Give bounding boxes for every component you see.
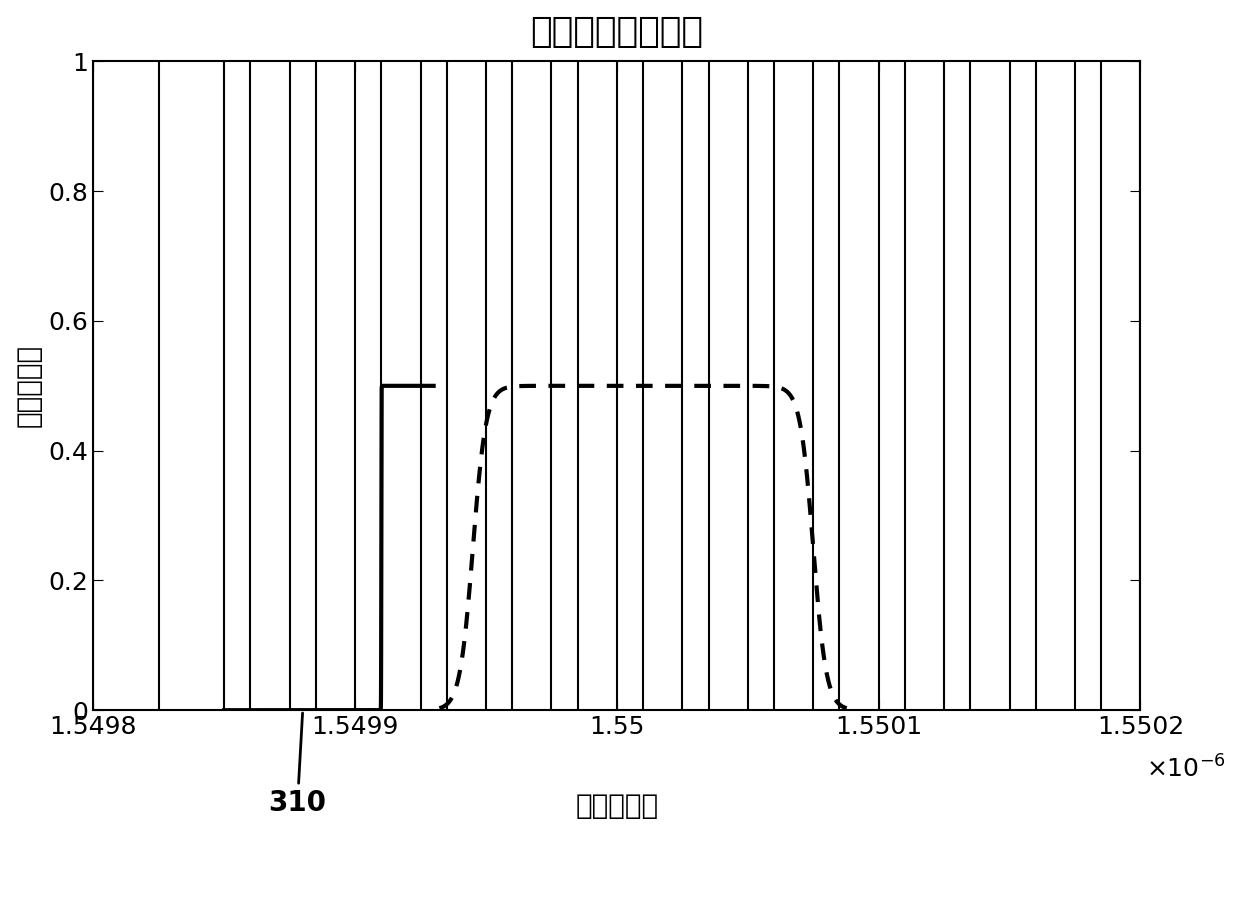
Text: 310: 310 xyxy=(269,713,326,817)
Y-axis label: 归一化透射: 归一化透射 xyxy=(15,345,43,428)
X-axis label: 波长（米）: 波长（米） xyxy=(575,792,658,820)
Title: 耦合环的透射光谱: 耦合环的透射光谱 xyxy=(531,15,703,49)
Text: $\times 10^{-6}$: $\times 10^{-6}$ xyxy=(1146,756,1225,783)
